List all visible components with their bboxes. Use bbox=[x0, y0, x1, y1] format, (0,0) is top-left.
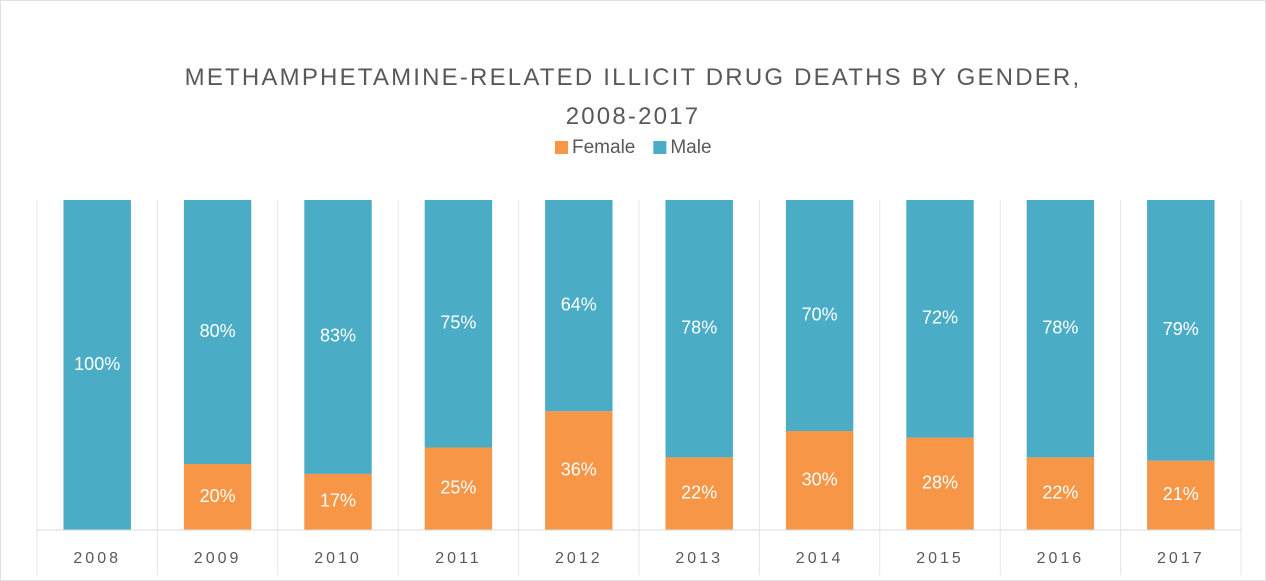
data-label: 17% bbox=[320, 491, 356, 511]
legend-swatch bbox=[653, 141, 667, 154]
x-tick-label: 2013 bbox=[675, 550, 723, 567]
x-tick-label: 2014 bbox=[796, 550, 844, 567]
x-tick-label: 2015 bbox=[916, 550, 964, 567]
x-tick-label: 2016 bbox=[1037, 550, 1085, 567]
data-label: 80% bbox=[200, 321, 236, 341]
bar-segment bbox=[1147, 200, 1215, 461]
data-label: 78% bbox=[1042, 317, 1078, 337]
data-label: 25% bbox=[440, 478, 476, 498]
data-label: 28% bbox=[922, 473, 958, 493]
bar-segment bbox=[1026, 457, 1095, 530]
bar-segment bbox=[906, 200, 974, 438]
x-tick-label: 2011 bbox=[435, 550, 481, 567]
data-label: 70% bbox=[802, 304, 838, 324]
x-tick-label: 2009 bbox=[194, 550, 242, 567]
bar-segment bbox=[424, 447, 493, 530]
data-label: 75% bbox=[440, 313, 476, 333]
data-label: 20% bbox=[200, 486, 236, 506]
data-label: 100% bbox=[74, 354, 120, 374]
chart-title: METHAMPHETAMINE-RELATED ILLICIT DRUG DEA… bbox=[184, 64, 1082, 130]
data-label: 64% bbox=[561, 294, 597, 314]
bar-segment bbox=[785, 431, 854, 530]
x-tick-label: 2008 bbox=[73, 550, 121, 567]
data-label: 36% bbox=[561, 459, 597, 479]
x-tick-label: 2017 bbox=[1157, 550, 1205, 567]
legend-label: Female bbox=[572, 137, 635, 158]
bar-segment bbox=[304, 200, 372, 474]
data-label: 22% bbox=[1042, 482, 1078, 502]
data-label: 72% bbox=[922, 308, 958, 328]
bar-segment bbox=[183, 464, 252, 530]
bar-segment bbox=[665, 200, 733, 458]
legend-swatch bbox=[555, 141, 568, 154]
bar-segment bbox=[63, 200, 131, 530]
bar-segment bbox=[1147, 460, 1215, 530]
data-label: 21% bbox=[1163, 484, 1199, 504]
data-label: 78% bbox=[681, 317, 717, 337]
bar-segment bbox=[545, 411, 613, 530]
bar-segment bbox=[1026, 200, 1095, 458]
bar-segment bbox=[545, 200, 613, 412]
x-tick-label: 2010 bbox=[314, 550, 362, 567]
data-label: 83% bbox=[320, 326, 356, 346]
bar-segment bbox=[785, 200, 854, 431]
data-label: 79% bbox=[1163, 319, 1199, 339]
data-label: 22% bbox=[681, 482, 717, 502]
bar-segment bbox=[424, 200, 493, 448]
data-label: 30% bbox=[802, 469, 838, 489]
bar-segment bbox=[665, 457, 733, 530]
bar-segment bbox=[304, 473, 372, 530]
legend-label: Male bbox=[670, 137, 711, 158]
x-tick-label: 2012 bbox=[555, 550, 603, 567]
bar-segment bbox=[183, 200, 252, 464]
bar-segment bbox=[906, 437, 974, 530]
